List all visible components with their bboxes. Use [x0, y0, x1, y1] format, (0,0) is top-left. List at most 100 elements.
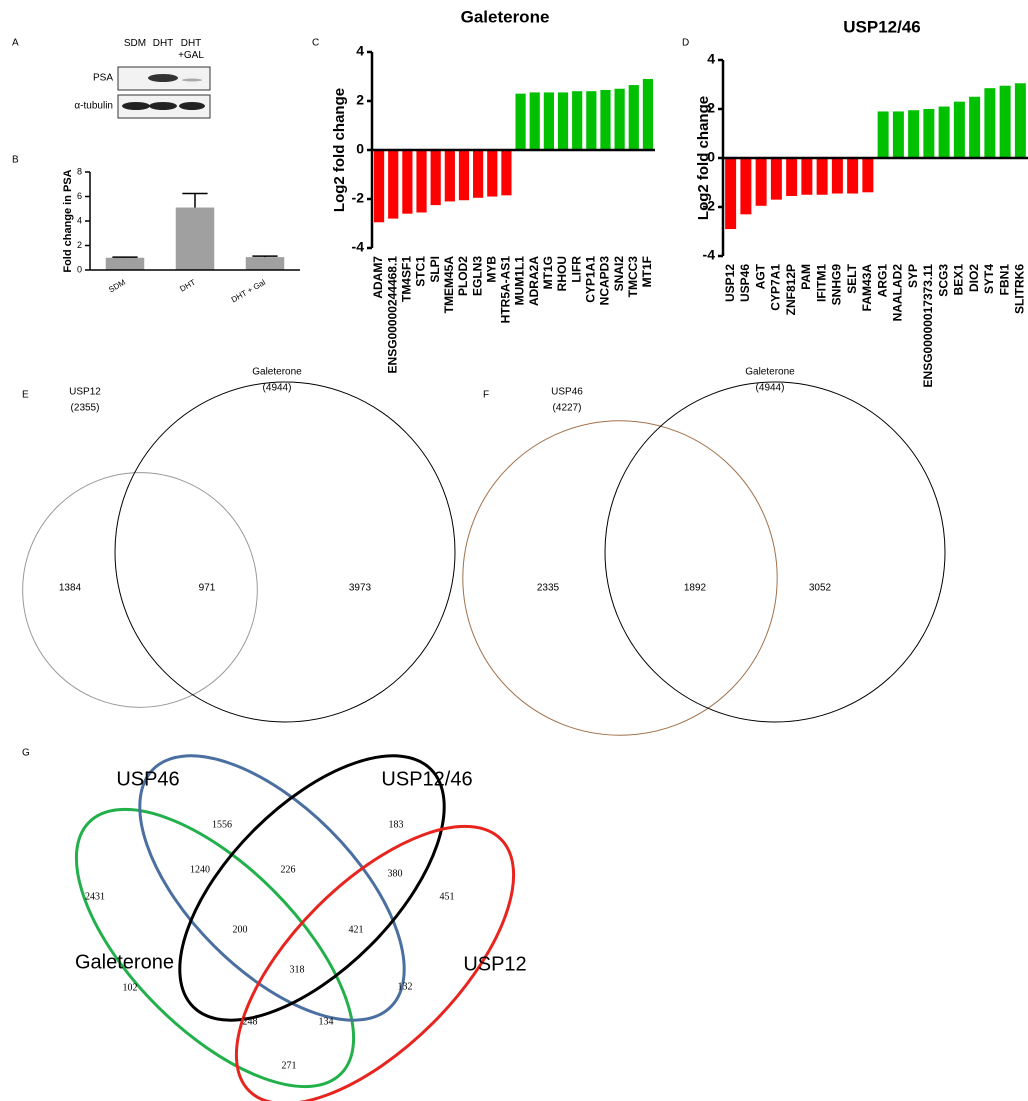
lane-label: SDM	[123, 38, 147, 49]
venn-set	[114, 381, 456, 723]
x-tick-label: EGLN3	[470, 256, 484, 296]
bar	[969, 96, 981, 158]
y-tick-label: 2	[77, 240, 82, 250]
bar	[755, 158, 767, 206]
y-tick-label: 8	[77, 166, 82, 176]
set-label: Galeterone	[745, 367, 795, 378]
chart-title: USP12/46	[843, 17, 921, 36]
y-tick-label: -4	[352, 239, 365, 255]
bar	[529, 92, 540, 150]
set-label: Galeterone	[252, 367, 302, 378]
bar	[557, 92, 569, 150]
y-tick-label: 2	[707, 100, 715, 116]
x-tick-label: SYT4	[982, 264, 996, 294]
venn-set	[22, 472, 258, 708]
y-tick-label: 0	[356, 141, 364, 157]
bar	[586, 91, 597, 150]
x-tick-label: SLITRK6	[1013, 264, 1027, 314]
y-tick-label: -2	[352, 190, 365, 206]
bar	[801, 158, 813, 195]
x-tick-label: SYP	[906, 264, 920, 288]
x-tick-label: CYP1A1	[583, 256, 597, 303]
x-tick-label: AGT	[753, 263, 767, 289]
bar	[984, 88, 996, 158]
set-label: USP12	[463, 953, 526, 975]
y-tick-label: 4	[77, 215, 82, 225]
region-count: 248	[243, 1016, 258, 1027]
x-tick-label: ENSG00000244468.1	[385, 256, 399, 374]
x-tick-label: MUM1L1	[513, 256, 527, 306]
bar	[473, 150, 484, 198]
x-tick-label: NAALAD2	[891, 264, 905, 322]
bar	[245, 257, 285, 270]
x-tick-label: SNAI2	[612, 256, 626, 292]
y-axis-label: Log2 fold change	[695, 96, 712, 220]
bar	[770, 158, 782, 200]
region-count: 134	[319, 1016, 334, 1027]
x-tick-label: ARG1	[875, 264, 889, 298]
bar	[908, 110, 920, 158]
lane-label: DHT +GAL	[178, 38, 204, 61]
bar	[614, 88, 625, 150]
x-tick-label: MYB	[484, 256, 498, 283]
bar	[373, 150, 385, 223]
blot-band	[182, 78, 202, 82]
y-axis-label: Log2 fold change	[331, 88, 348, 212]
region-count: 1556	[212, 819, 232, 830]
x-tick-label: ENSG00000017373.11	[921, 264, 935, 388]
set-size-label: (4944)	[263, 383, 292, 394]
venn-set	[178, 754, 446, 1022]
bar	[175, 207, 215, 270]
chart-title: Galeterone	[461, 7, 550, 26]
bar	[458, 150, 470, 201]
bar	[543, 92, 554, 150]
bar	[847, 158, 859, 194]
bar	[938, 106, 950, 158]
bar	[572, 91, 583, 150]
bar	[515, 93, 526, 150]
region-count: 271	[282, 1060, 297, 1071]
region-count: 3052	[809, 583, 832, 594]
x-tick-label: SNHG9	[830, 264, 844, 306]
bar	[816, 158, 828, 195]
region-count: 102	[123, 982, 138, 993]
bar	[600, 89, 611, 150]
region-count: 421	[349, 924, 364, 935]
y-tick-label: 2	[356, 92, 364, 108]
bar	[487, 150, 498, 197]
region-count: 200	[233, 924, 248, 935]
x-tick-label: PLOD2	[456, 256, 470, 296]
blot-band	[179, 102, 205, 110]
x-tick-label: SLPI	[428, 256, 442, 283]
set-label: USP46	[116, 768, 179, 790]
region-count: 226	[281, 864, 296, 875]
region-count: 1384	[59, 583, 82, 594]
bar	[501, 150, 512, 196]
x-tick-label: PAM	[799, 264, 813, 290]
bar	[892, 111, 904, 158]
y-tick-label: -4	[703, 247, 716, 263]
region-count: 183	[389, 819, 404, 830]
x-tick-label: TMEM45A	[442, 256, 456, 314]
set-size-label: (4944)	[756, 383, 785, 394]
x-tick-label: MT1G	[541, 256, 555, 289]
x-tick-label: TMCC3	[626, 256, 640, 298]
set-label: USP46	[551, 387, 583, 398]
blot-band	[122, 102, 150, 110]
x-tick-label: USP12	[723, 264, 737, 302]
bar	[831, 158, 843, 194]
x-tick-label: IFITM1	[814, 264, 828, 302]
x-tick-label: BEX1	[952, 264, 966, 296]
venn-set	[74, 807, 356, 1089]
panel-label: E	[22, 390, 29, 401]
x-tick-label: SCG3	[936, 264, 950, 297]
y-tick-label: 4	[356, 43, 364, 59]
x-tick-label: DIO2	[967, 264, 981, 292]
panel-label: A	[12, 38, 19, 49]
x-tick-label: FAM43A	[860, 264, 874, 312]
region-count: 2431	[85, 891, 105, 902]
region-count: 3973	[349, 583, 372, 594]
bar	[105, 257, 145, 270]
